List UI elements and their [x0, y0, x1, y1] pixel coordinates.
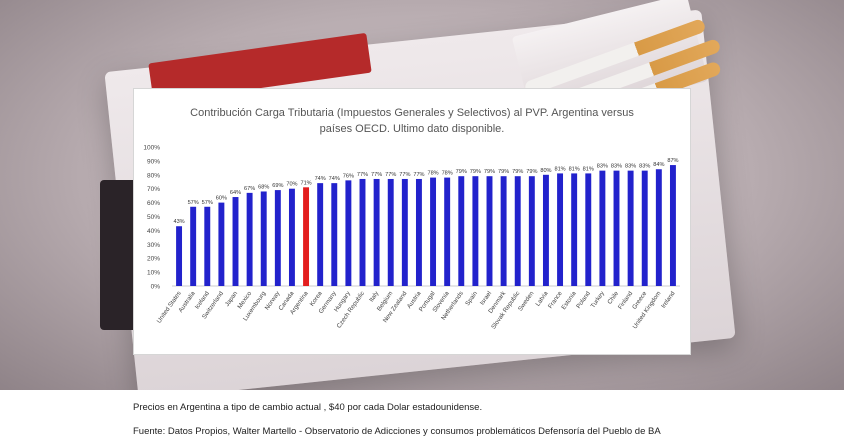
- x-tick-label: Estonia: [560, 290, 578, 311]
- bar-greece: [641, 170, 648, 286]
- bar-ireland: [669, 165, 676, 286]
- y-tick-label: 30%: [147, 242, 160, 249]
- x-tick-label: Ireland: [660, 290, 677, 310]
- bar-germany: [331, 183, 338, 286]
- data-label: 77%: [371, 172, 382, 178]
- bar-luxembourg: [260, 191, 267, 286]
- y-tick-label: 50%: [147, 214, 160, 221]
- data-label: 79%: [512, 169, 523, 175]
- y-tick-label: 60%: [147, 200, 160, 207]
- bar-latvia: [542, 174, 549, 286]
- bar-korea: [317, 183, 324, 286]
- data-label: 79%: [470, 169, 481, 175]
- data-label: 83%: [639, 164, 650, 170]
- data-label: 64%: [230, 190, 241, 196]
- bar-portugal: [430, 177, 437, 286]
- data-label: 71%: [300, 180, 311, 186]
- data-label: 83%: [597, 164, 608, 170]
- data-label: 81%: [569, 166, 580, 172]
- bar-norway: [274, 190, 281, 286]
- y-tick-label: 80%: [147, 172, 160, 179]
- bar-slovenia: [444, 177, 451, 286]
- bar-united-kingdom: [655, 169, 662, 286]
- data-label: 77%: [413, 172, 424, 178]
- bar-poland: [585, 173, 592, 286]
- bar-chart: Contribución Carga Tributaria (Impuestos…: [143, 107, 680, 330]
- bar-hungary: [345, 180, 352, 286]
- y-tick-label: 10%: [147, 270, 160, 277]
- data-label: 67%: [244, 186, 255, 192]
- data-label: 83%: [625, 164, 636, 170]
- data-label: 83%: [611, 164, 622, 170]
- bar-australia: [190, 206, 197, 286]
- bar-slovak-republic: [514, 176, 521, 286]
- data-label: 74%: [329, 176, 340, 182]
- bar-chile: [613, 170, 620, 286]
- data-label: 79%: [498, 169, 509, 175]
- y-tick-label: 90%: [147, 158, 160, 165]
- data-label: 74%: [315, 176, 326, 182]
- bar-iceland: [204, 206, 211, 286]
- data-label: 77%: [399, 172, 410, 178]
- x-tick-label: Italy: [368, 289, 381, 303]
- data-label: 77%: [385, 172, 396, 178]
- data-label: 80%: [540, 168, 551, 174]
- data-label: 79%: [456, 169, 467, 175]
- caption-exchange-rate: Precios en Argentina a tipo de cambio ac…: [133, 402, 483, 413]
- bar-spain: [472, 176, 479, 286]
- data-label: 81%: [583, 166, 594, 172]
- data-label: 69%: [272, 183, 283, 189]
- bar-belgium: [387, 178, 394, 286]
- data-label: 60%: [216, 196, 227, 202]
- bar-united-states: [176, 226, 183, 286]
- data-label: 76%: [343, 173, 354, 179]
- x-tick-label: Poland: [575, 290, 592, 310]
- caption-source: Fuente: Datos Propios, Walter Martello -…: [133, 426, 661, 437]
- y-tick-label: 40%: [147, 228, 160, 235]
- chart-title-line-2: países OECD. Ultimo dato disponible.: [320, 123, 505, 135]
- bar-czech-republic: [359, 178, 366, 286]
- bar-austria: [415, 178, 422, 286]
- bar-estonia: [571, 173, 578, 286]
- bar-denmark: [500, 176, 507, 286]
- data-label: 57%: [188, 200, 199, 206]
- bar-canada: [288, 188, 295, 286]
- y-tick-label: 0%: [151, 284, 161, 291]
- bar-france: [557, 173, 564, 286]
- data-label: 78%: [442, 171, 453, 177]
- data-label: 78%: [427, 171, 438, 177]
- data-label: 70%: [286, 182, 297, 188]
- plot-area: 0%10%20%30%40%50%60%70%80%90%100%43%Unit…: [143, 145, 680, 330]
- data-label: 79%: [484, 169, 495, 175]
- bar-switzerland: [218, 202, 225, 286]
- bar-mexico: [246, 192, 253, 286]
- y-tick-label: 100%: [143, 145, 160, 152]
- data-label: 81%: [554, 166, 565, 172]
- y-tick-label: 70%: [147, 186, 160, 193]
- x-tick-label: Spain: [464, 290, 479, 307]
- data-label: 68%: [258, 184, 269, 190]
- bar-japan: [232, 197, 239, 286]
- bar-new-zealand: [401, 178, 408, 286]
- data-label: 57%: [202, 200, 213, 206]
- data-label: 77%: [357, 172, 368, 178]
- bar-argentina: [303, 187, 310, 286]
- bar-finland: [627, 170, 634, 286]
- chart-panel: Contribución Carga Tributaria (Impuestos…: [133, 88, 691, 355]
- data-label: 43%: [173, 219, 184, 225]
- chart-title-line-1: Contribución Carga Tributaria (Impuestos…: [190, 107, 634, 119]
- bar-sweden: [528, 176, 535, 286]
- data-label: 87%: [667, 158, 678, 164]
- y-tick-label: 20%: [147, 256, 160, 263]
- data-label: 84%: [653, 162, 664, 168]
- bar-turkey: [599, 170, 606, 286]
- data-label: 79%: [526, 169, 537, 175]
- bar-israel: [486, 176, 493, 286]
- bar-netherlands: [458, 176, 465, 286]
- bar-italy: [373, 178, 380, 286]
- x-tick-label: Turkey: [590, 289, 607, 309]
